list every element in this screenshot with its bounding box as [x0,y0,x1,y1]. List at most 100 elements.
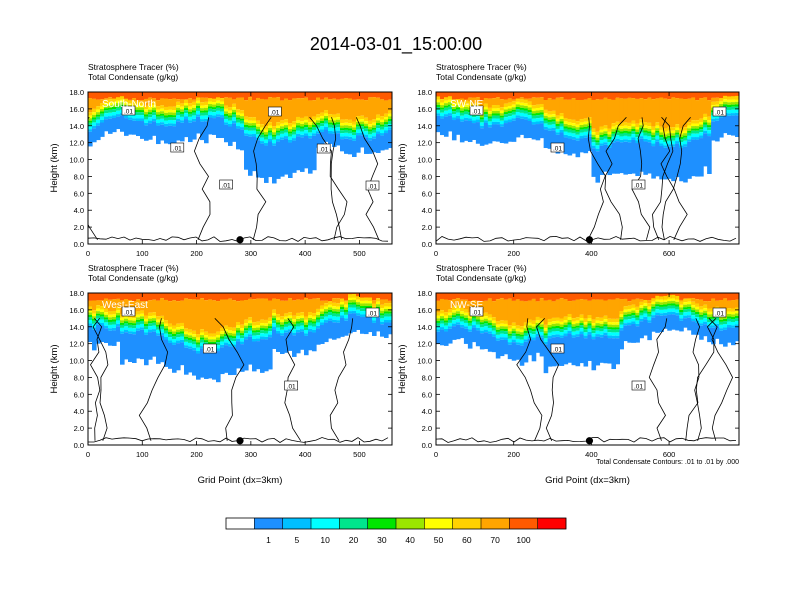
field-cell [651,132,656,136]
field-cell [436,109,441,114]
field-cell [487,314,493,318]
field-cell [348,98,353,120]
field-cell [603,300,609,316]
field-cell [352,121,357,125]
field-cell [436,92,441,100]
field-cell [300,329,305,332]
field-cell [643,127,648,131]
field-cell [376,298,381,302]
field-cell [439,116,445,119]
field-cell [503,329,509,332]
field-cell [515,112,521,116]
field-cell [212,341,217,345]
field-cell [727,92,732,100]
field-cell [583,121,589,125]
field-cell [304,316,309,320]
field-cell [208,104,213,107]
field-cell [455,313,461,316]
field-cell [471,103,477,107]
field-cell [328,127,333,131]
contour-label-box [712,307,727,318]
field-cell [611,335,617,339]
field-cell [675,132,680,135]
field-cell [503,337,509,340]
field-cell [559,116,565,119]
field-cell [344,129,349,133]
field-cell [679,320,684,332]
field-cell [296,136,301,171]
field-cell [232,341,237,345]
field-cell [88,112,93,116]
field-cell [491,293,497,302]
field-cell [228,327,233,331]
field-cell [272,132,277,135]
field-cell [683,302,688,305]
field-cell [108,92,113,98]
field-cell [455,298,461,306]
field-cell [531,111,537,114]
field-cell [479,319,485,323]
field-cell [539,123,545,139]
field-cell [631,299,636,305]
field-cell [651,92,656,100]
field-cell [300,293,305,300]
field-cell [156,92,161,101]
field-cell [264,132,269,135]
field-cell [631,137,636,140]
field-cell [567,322,573,325]
field-cell [108,330,113,346]
field-cell [623,323,628,326]
field-cell [436,329,441,332]
field-cell [615,138,620,142]
field-cell [487,113,493,117]
field-cell [304,122,309,126]
field-cell [348,128,353,131]
field-cell [168,123,173,126]
field-cell [643,138,648,142]
field-cell [603,97,609,126]
field-cell [675,98,680,125]
field-cell [300,331,305,350]
field-cell [320,129,325,132]
field-cell [188,299,193,330]
field-cell [240,330,245,334]
field-cell [527,338,533,356]
field-cell [308,138,313,174]
field-cell [256,134,261,138]
field-cell [120,333,125,365]
field-cell [711,101,716,106]
field-cell [188,109,193,112]
contour-note: Total Condensate Contours: .01 to .01 by… [596,459,739,466]
field-cell [288,293,293,299]
field-cell [475,122,481,144]
field-cell [368,316,373,333]
field-cell [487,127,493,144]
field-cell [132,320,137,324]
field-cell [180,333,185,337]
field-cell [96,308,101,312]
contour-line [309,117,348,240]
field-cell [316,314,321,318]
field-cell [376,131,381,135]
field-cell [196,116,201,134]
field-cell [635,143,640,177]
field-cell [252,299,257,323]
field-cell [140,323,145,328]
field-cell [384,113,389,117]
field-cell [535,316,541,321]
field-cell [731,314,736,317]
field-cell [260,298,265,320]
field-cell [711,325,716,328]
field-cell [635,129,640,133]
field-cell [384,306,389,309]
field-cell [248,123,253,126]
field-cell [280,128,285,131]
field-cell [623,309,628,313]
field-cell [264,325,269,329]
field-cell [260,92,265,99]
field-cell [627,314,632,317]
field-cell [515,299,521,326]
field-cell [507,325,513,329]
field-cell [707,133,712,137]
field-cell [220,347,225,375]
